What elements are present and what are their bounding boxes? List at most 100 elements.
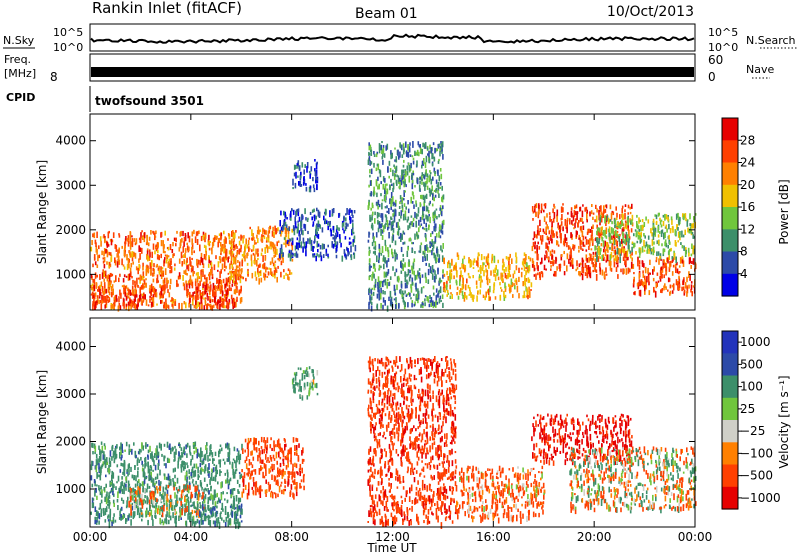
echo-cell [139, 247, 142, 252]
echo-cell [204, 504, 206, 510]
echo-cell [329, 220, 331, 225]
echo-cell [173, 505, 176, 512]
echo-cell [368, 202, 370, 209]
echo-cell [195, 296, 198, 301]
echo-cell [123, 284, 125, 287]
echo-cell [131, 285, 134, 291]
echo-cell [113, 484, 115, 488]
echo-cell [96, 520, 98, 523]
echo-cell [412, 222, 415, 227]
echo-cell [462, 284, 465, 289]
echo-cell [667, 244, 669, 249]
echo-cell [297, 472, 299, 476]
echo-cell [315, 169, 318, 176]
echo-cell [373, 246, 375, 250]
echo-cell [488, 278, 491, 284]
echo-cell [459, 279, 461, 286]
echo-cell [210, 507, 212, 510]
echo-cell [378, 243, 381, 249]
echo-cell [394, 159, 396, 162]
echo-cell [134, 288, 137, 294]
echo-cell [294, 245, 297, 251]
echo-cell [637, 256, 639, 262]
echo-cell [286, 241, 289, 244]
echo-cell [196, 258, 198, 266]
echo-cell [477, 290, 479, 293]
echo-cell [245, 277, 247, 282]
echo-cell [408, 175, 411, 183]
echo-cell [265, 240, 268, 243]
echo-cell [538, 246, 541, 250]
echo-cell [137, 500, 140, 507]
echo-cell [612, 238, 615, 245]
echo-cell [625, 268, 628, 275]
echo-cell [111, 446, 113, 452]
echo-cell [576, 260, 578, 267]
echo-cell [161, 505, 164, 511]
echo-cell [386, 220, 389, 228]
echo-cell [202, 231, 205, 237]
echo-cell [378, 222, 381, 229]
echo-cell [392, 213, 394, 217]
echo-cell [170, 447, 172, 455]
echo-cell [568, 258, 570, 264]
echo-cell [183, 241, 185, 247]
echo-cell [207, 518, 210, 525]
echo-cell [220, 247, 222, 254]
echo-cell [213, 291, 215, 298]
echo-cell [433, 167, 436, 173]
echo-cell [309, 211, 312, 215]
echo-cell [435, 288, 438, 293]
echo-cell [660, 224, 663, 228]
echo-cell [264, 273, 267, 278]
echo-cell [237, 489, 239, 492]
echo-cell [118, 233, 120, 236]
echo-cell [189, 485, 191, 491]
echo-cell [184, 248, 187, 253]
echo-cell [120, 442, 122, 450]
echo-cell [212, 467, 215, 473]
echo-cell [535, 203, 538, 209]
echo-cell [225, 516, 228, 522]
echo-cell [422, 142, 424, 148]
echo-cell [263, 272, 265, 278]
echo-cell [166, 489, 169, 496]
echo-cell [641, 224, 644, 231]
echo-cell [254, 271, 257, 277]
echo-cell [613, 234, 616, 238]
echo-cell [313, 187, 316, 193]
echo-cell [396, 182, 398, 186]
echo-cell [403, 232, 406, 235]
echo-cell [207, 473, 210, 476]
echo-cell [324, 211, 326, 215]
echo-cell [553, 233, 555, 238]
echo-cell [381, 235, 384, 240]
echo-cell [165, 463, 167, 469]
echo-cell [281, 474, 284, 479]
echo-cell [551, 221, 553, 228]
echo-cell [195, 272, 198, 276]
echo-cell [137, 507, 140, 513]
echo-cell [270, 490, 273, 493]
echo-cell [136, 490, 138, 496]
echo-cell [420, 175, 423, 182]
echo-cell [156, 278, 158, 284]
echo-cell [429, 266, 432, 273]
echo-cell [152, 294, 155, 298]
echo-cell [197, 259, 200, 265]
echo-cell [386, 271, 389, 276]
echo-cell [682, 260, 685, 267]
echo-cell [420, 223, 423, 226]
echo-cell [220, 279, 223, 286]
echo-cell [122, 471, 124, 475]
echo-cell [579, 240, 582, 246]
echo-cell [318, 212, 321, 217]
echo-cell [402, 164, 405, 168]
echo-cell [260, 277, 263, 283]
echo-cell [373, 186, 375, 192]
echo-cell [638, 255, 641, 258]
echo-cell [251, 464, 254, 468]
echo-cell [372, 291, 375, 296]
echo-cell [686, 291, 688, 297]
echo-cell [567, 212, 569, 215]
